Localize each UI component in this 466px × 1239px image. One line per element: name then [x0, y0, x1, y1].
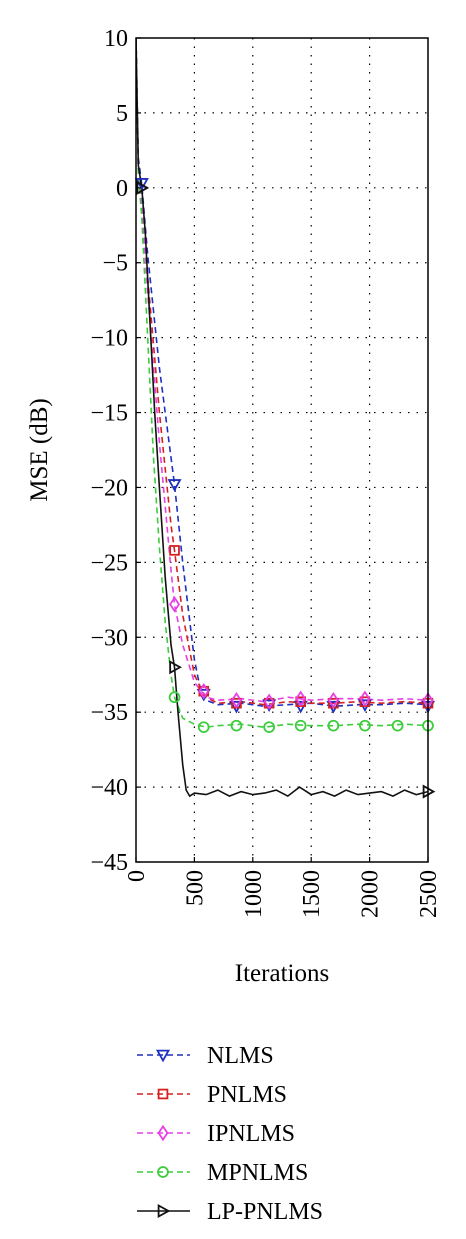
y-tick-label: −30	[90, 625, 128, 651]
y-tick-label: 10	[104, 26, 128, 52]
legend-label: NLMS	[207, 1043, 274, 1069]
x-tick-label: 500	[182, 870, 208, 906]
legend-marker	[157, 1203, 171, 1219]
legend-marker	[155, 1049, 171, 1063]
legend: NLMS PNLMS IPNLMS MPNLMS LP-PNLMS	[137, 1043, 323, 1225]
x-tick-label: 2000	[358, 870, 384, 918]
data-point-mpnlms	[197, 721, 210, 734]
legend-label: PNLMS	[207, 1082, 287, 1108]
data-point-ipnlms	[230, 691, 242, 709]
legend-marker	[157, 1088, 169, 1100]
legend-label: IPNLMS	[207, 1121, 295, 1147]
y-tick-label: −10	[90, 326, 128, 352]
y-tick-label: −35	[90, 700, 128, 726]
series-line-lp-pnlms	[136, 38, 428, 798]
y-tick-label: −25	[90, 550, 128, 576]
y-tick-label: −40	[90, 775, 128, 801]
y-tick-label: −15	[90, 401, 128, 427]
legend-marker	[157, 1124, 169, 1142]
grid-lines	[136, 38, 428, 862]
legend-label: MPNLMS	[207, 1160, 308, 1186]
y-tick-label: 0	[116, 176, 128, 202]
data-point-mpnlms	[294, 719, 307, 732]
series-lines	[136, 38, 428, 798]
data-point-lp-pnlms	[169, 660, 182, 675]
legend-marker	[157, 1166, 169, 1178]
y-axis-label: MSE (dB)	[26, 398, 53, 501]
data-point-ipnlms	[198, 682, 210, 700]
plot-area-frame	[135, 37, 429, 863]
y-tick-label: −45	[90, 850, 128, 876]
legend-label: LP-PNLMS	[207, 1199, 323, 1225]
y-tick-label: −20	[90, 475, 128, 501]
data-point-pnlms	[169, 545, 180, 556]
y-tick-label: −5	[102, 251, 128, 277]
data-point-ipnlms	[327, 691, 339, 709]
data-point-ipnlms	[263, 693, 275, 710]
series-line-nlms	[136, 38, 428, 708]
data-point-mpnlms	[263, 721, 276, 734]
data-point-mpnlms	[359, 719, 371, 732]
data-point-mpnlms	[168, 691, 181, 704]
x-tick-label: 2500	[416, 870, 442, 918]
x-tick-label: 1000	[241, 870, 267, 918]
data-point-ipnlms	[295, 690, 307, 707]
x-tick-label: 0	[124, 870, 150, 882]
series-line-pnlms	[136, 38, 428, 706]
series-line-ipnlms	[136, 38, 428, 703]
x-axis-label: Iterations	[235, 960, 329, 987]
data-point-ipnlms	[169, 596, 181, 613]
data-point-nlms	[167, 479, 182, 492]
data-point-ipnlms	[359, 690, 371, 707]
data-point-mpnlms	[230, 719, 243, 732]
series-line-mpnlms	[136, 38, 428, 729]
y-tick-label: 5	[116, 101, 128, 127]
data-point-mpnlms	[391, 719, 404, 732]
x-tick-label: 1500	[299, 870, 325, 918]
data-point-mpnlms	[327, 719, 340, 732]
